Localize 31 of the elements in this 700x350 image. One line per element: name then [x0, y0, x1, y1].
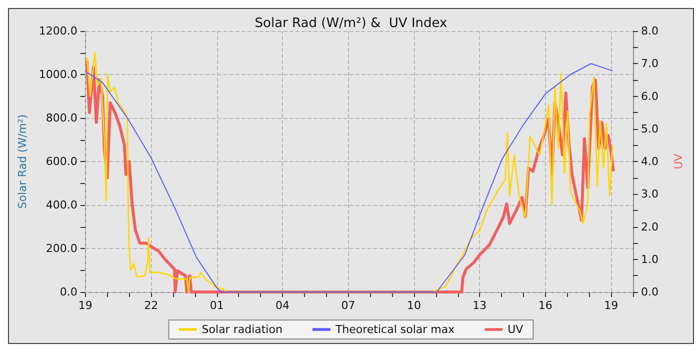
y-axis-title: Solar Rad (W/m²)	[16, 114, 29, 209]
y-tick-label: 600.0	[46, 155, 78, 168]
y2-tick-label: 8.0	[641, 24, 658, 38]
y2-tick-label: 1.0	[641, 252, 658, 266]
y2-tick-label: 3.0	[641, 188, 658, 201]
y-tick-label: 200.0	[46, 242, 78, 255]
legend-label: Theoretical solar max	[334, 323, 456, 336]
y2-tick-label: 6.0	[641, 90, 658, 103]
y-tick-label: 0.0	[60, 286, 78, 298]
x-tick-label: 19	[604, 299, 618, 312]
x-tick-label: 16	[538, 299, 552, 312]
x-tick-label: 22	[144, 299, 158, 312]
chart-title: Solar Rad (W/m²) & UV Index	[254, 16, 448, 31]
y-tick-label: 800.0	[46, 112, 78, 124]
y2-tick-label: 5.0	[641, 122, 658, 136]
legend-label: UV	[508, 323, 524, 336]
y2-tick-label: 7.0	[641, 57, 658, 70]
x-tick-label: 19	[78, 299, 92, 312]
x-tick-label: 07	[341, 299, 356, 312]
x-tick-label: 13	[472, 299, 487, 312]
y-tick-label: 1000.0	[38, 68, 78, 81]
x-tick-label: 01	[210, 299, 224, 312]
y-tick-label: 400.0	[46, 198, 78, 212]
y2-tick-label: 2.0	[641, 220, 658, 234]
y-tick-label: 1200.0	[38, 24, 78, 38]
x-tick-label: 10	[406, 299, 421, 312]
x-tick-label: 04	[276, 299, 290, 312]
y2-axis-title: UV	[672, 153, 685, 170]
y2-tick-label: 4.0	[641, 155, 658, 168]
y2-tick-label: 0.0	[641, 286, 658, 298]
legend-label: Solar radiation	[202, 323, 282, 336]
